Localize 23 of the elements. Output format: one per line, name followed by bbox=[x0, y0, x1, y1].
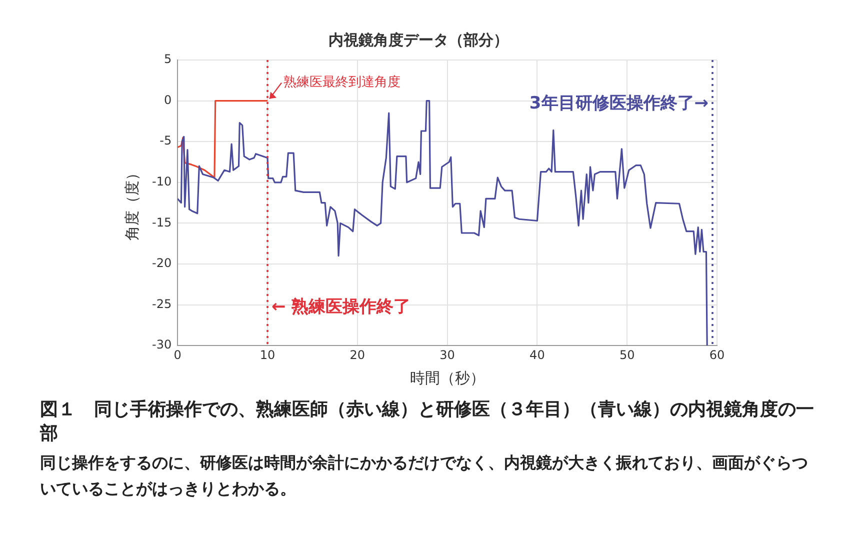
y-axis-title: 角度（度） bbox=[122, 165, 141, 240]
caption: 図１ 同じ手術操作での、熟練医師（赤い線）と研修医（３年目）（青い線）の内視鏡角度の一部 bbox=[40, 398, 815, 446]
y-tick-label: 0 bbox=[164, 92, 172, 107]
y-tick-label: -10 bbox=[152, 174, 172, 189]
y-tick-label: 5 bbox=[164, 52, 172, 66]
x-axis-title: 時間（秒） bbox=[410, 368, 485, 387]
x-tick-label: 10 bbox=[260, 348, 276, 362]
y-tick-label: -15 bbox=[152, 215, 172, 230]
x-tick-label: 0 bbox=[174, 348, 182, 362]
x-tick-label: 60 bbox=[709, 348, 725, 362]
y-tick-label: -30 bbox=[152, 338, 172, 352]
y-tick-label: -5 bbox=[160, 134, 172, 148]
x-tick-label: 30 bbox=[440, 348, 455, 362]
y-tick-label: -25 bbox=[152, 296, 172, 311]
x-tick-label: 40 bbox=[530, 348, 545, 362]
x-tick-label: 50 bbox=[619, 348, 635, 362]
annotation: 熟練医最終到達角度 bbox=[284, 74, 400, 90]
text: 同じ操作をするのに、研修医は時間が余計にかかるだけでなく、内視鏡が大きく振れており、画面がぐらついていることがはっきりとわかる。 bbox=[40, 452, 809, 500]
y-tick-label: -20 bbox=[152, 256, 172, 270]
ref-line-label: ← 熟練医操作終了 bbox=[272, 297, 411, 318]
x-tick-label: 20 bbox=[350, 348, 366, 362]
chart-title: 内視鏡角度データ（部分） bbox=[328, 30, 508, 49]
ref-line-label: 3年目研修医操作終了→ bbox=[529, 93, 709, 114]
